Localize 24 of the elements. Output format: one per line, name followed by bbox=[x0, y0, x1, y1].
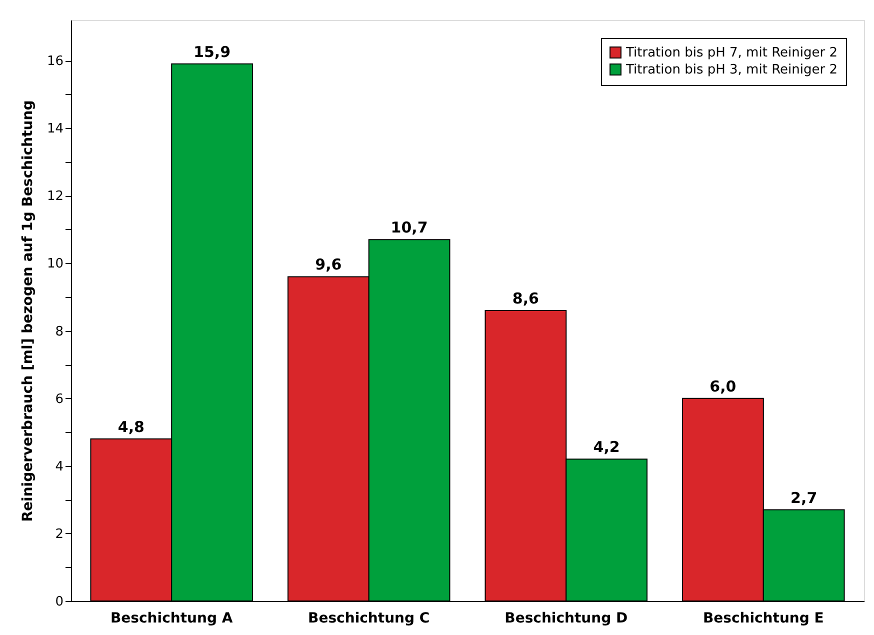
y-tick-label: 12 bbox=[46, 189, 64, 204]
x-tick-label: Beschichtung D bbox=[504, 610, 628, 626]
y-tick-label: 6 bbox=[55, 392, 64, 407]
legend-label: Titration bis pH 7, mit Reiniger 2 bbox=[625, 46, 838, 60]
x-tick-label: Beschichtung C bbox=[308, 610, 430, 626]
y-tick-label: 14 bbox=[46, 122, 64, 137]
data-label: 4,2 bbox=[593, 438, 620, 456]
y-axis-title: Reinigerverbrauch [ml] bezogen auf 1g Beschichtung bbox=[20, 100, 36, 522]
x-tick-label: Beschichtung A bbox=[110, 610, 233, 626]
y-tick-label: 4 bbox=[55, 459, 64, 474]
y-tick-label: 0 bbox=[55, 594, 64, 610]
y-tick-label: 16 bbox=[46, 54, 64, 70]
y-tick-label: 8 bbox=[55, 324, 64, 340]
data-label: 10,7 bbox=[390, 218, 428, 237]
data-label: 9,6 bbox=[315, 256, 342, 274]
data-label: 8,6 bbox=[512, 290, 539, 308]
data-label: 15,9 bbox=[194, 42, 231, 61]
data-label: 4,8 bbox=[118, 418, 144, 436]
y-tick-label: 10 bbox=[46, 256, 64, 272]
legend-label: Titration bis pH 3, mit Reiniger 2 bbox=[625, 62, 838, 78]
y-tick-label: 2 bbox=[55, 526, 64, 542]
x-tick-label: Beschichtung E bbox=[702, 610, 824, 626]
data-label: 2,7 bbox=[790, 488, 818, 507]
data-label: 6,0 bbox=[710, 377, 736, 396]
